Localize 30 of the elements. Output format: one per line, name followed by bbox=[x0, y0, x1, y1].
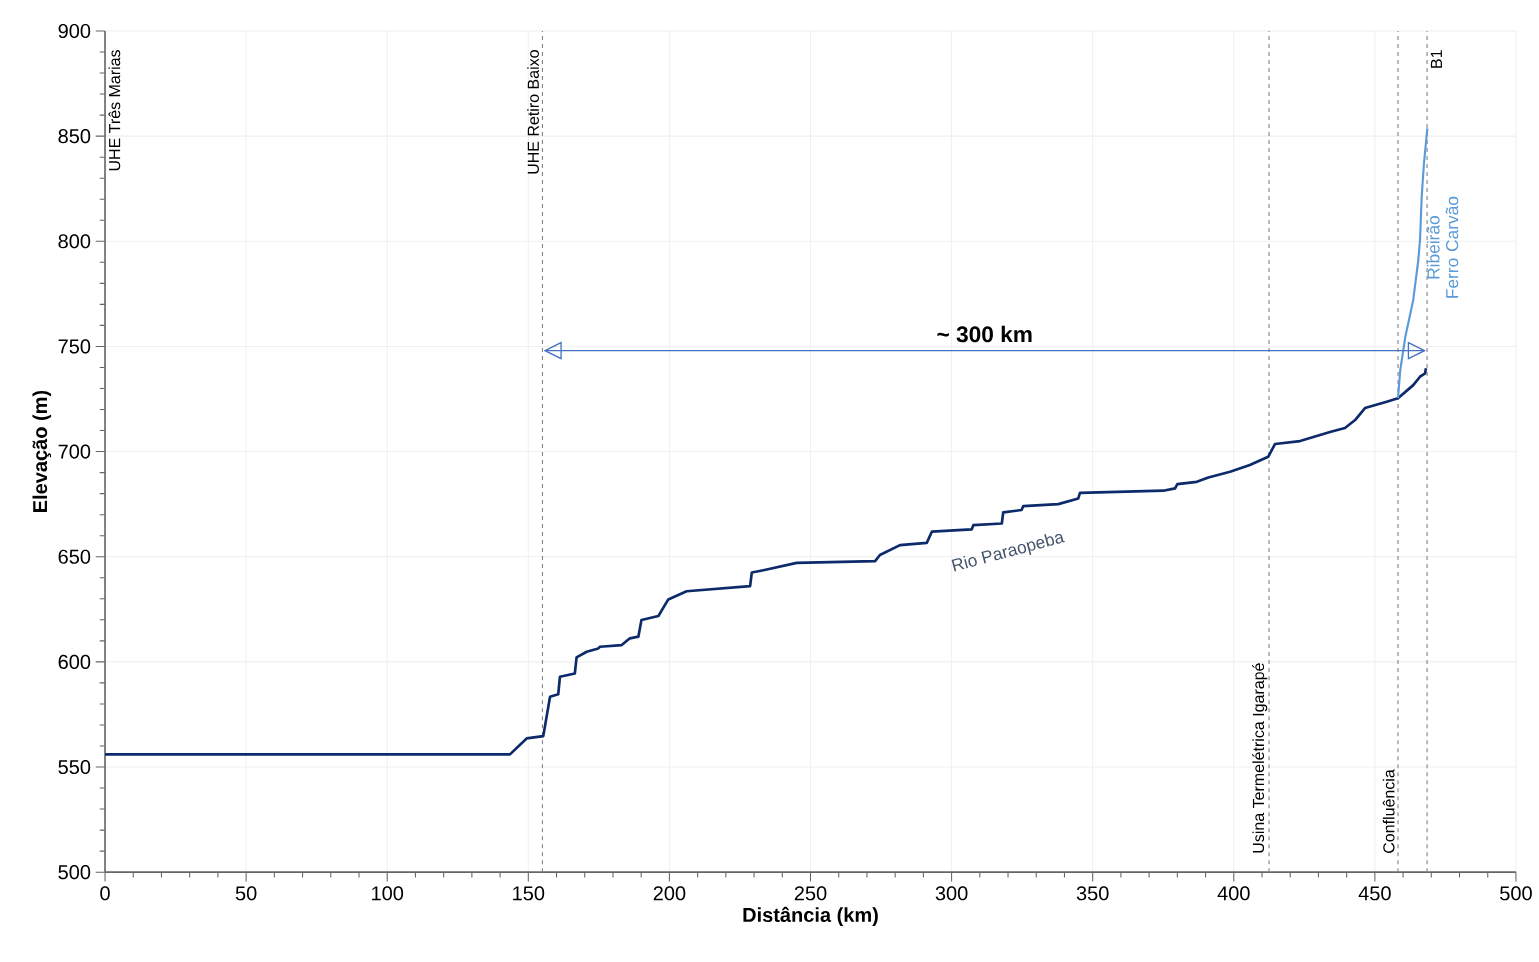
x-tick-label: 100 bbox=[372, 886, 404, 901]
y-tick-label: 700 bbox=[58, 444, 91, 459]
x-tick-label: 500 bbox=[1500, 886, 1532, 901]
y-tick-label: 850 bbox=[58, 128, 91, 144]
text: Ribeirão Ferro Carvão bbox=[1426, 196, 1459, 298]
ref-line-label: UHE Três Marias bbox=[108, 49, 121, 171]
ref-line-label: Usina Termelétrica Igarapé bbox=[1252, 663, 1268, 853]
y-tick-label: 500 bbox=[58, 864, 91, 880]
x-tick-label: 300 bbox=[935, 886, 968, 901]
y-tick-label: 550 bbox=[58, 759, 91, 774]
ref-line-label: Confluência bbox=[1382, 769, 1395, 853]
y-tick-label: 650 bbox=[58, 549, 91, 564]
y-tick-label: 900 bbox=[58, 23, 91, 38]
ref-line-label: B1 bbox=[1430, 50, 1442, 68]
y-axis-title: Elevação (m) bbox=[32, 390, 52, 512]
x-axis-title: Distância (km) bbox=[743, 906, 878, 926]
x-tick-label: 50 bbox=[235, 886, 257, 901]
x-tick-label: 150 bbox=[513, 886, 545, 901]
y-tick-label: 750 bbox=[58, 339, 91, 354]
x-tick-label: 350 bbox=[1076, 886, 1109, 901]
x-tick-label: 200 bbox=[653, 886, 686, 901]
line-series bbox=[1396, 127, 1429, 400]
x-tick-label: 450 bbox=[1358, 886, 1391, 901]
x-tick-label: 250 bbox=[794, 886, 827, 901]
y-tick-label: 800 bbox=[58, 234, 91, 249]
x-tick-label: 0 bbox=[100, 886, 110, 901]
annotation: ~ 300 km bbox=[937, 325, 1032, 343]
y-tick-label: 600 bbox=[58, 654, 91, 669]
ref-line-label: UHE Retiro Baixo bbox=[527, 50, 539, 174]
x-tick-label: 400 bbox=[1217, 886, 1250, 901]
